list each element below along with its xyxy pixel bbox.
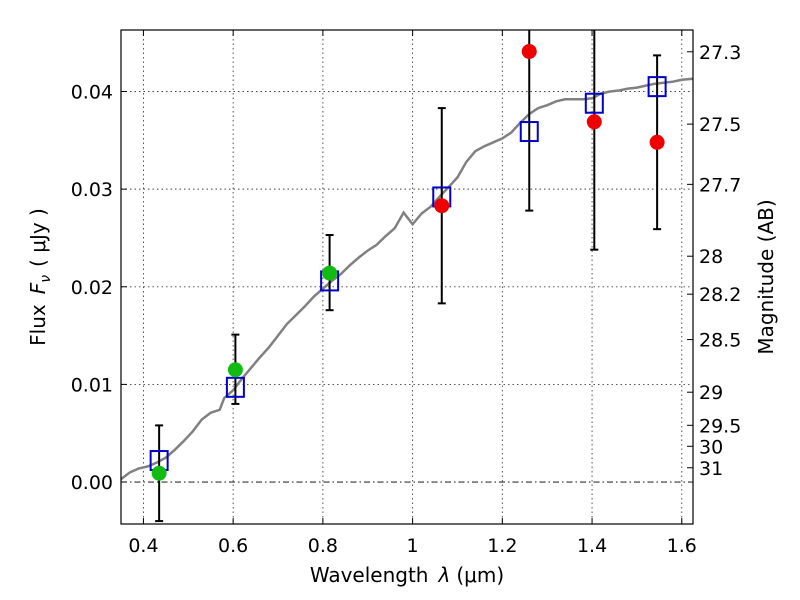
- grid-layer: [121, 30, 693, 524]
- detection-point: [434, 198, 450, 214]
- magnitude-tick-label: 27.7: [699, 174, 741, 196]
- detection-layer: [151, 43, 665, 481]
- model-photometry-layer: [149, 76, 667, 472]
- magnitude-tick-label: 29: [699, 382, 723, 404]
- magnitude-tick-label: 27.5: [699, 114, 741, 136]
- x-axis-title: Wavelength λ (μm): [310, 563, 504, 587]
- y-axis-title: FluxFν( μJy ): [26, 208, 54, 346]
- model-sed-line: [120, 77, 694, 481]
- magnitude-tick-label: 29.5: [699, 415, 741, 437]
- detection-point: [586, 114, 602, 130]
- model-photometry-square: [225, 376, 245, 398]
- magnitude-tick-label: 30: [699, 436, 723, 458]
- model-photometry-square: [584, 92, 604, 114]
- y-tick-label: 0.02: [71, 277, 113, 299]
- model-sed-layer: [120, 77, 694, 481]
- magnitude-tick-label: 28: [699, 246, 723, 268]
- x-tick-label: 0.6: [218, 535, 248, 557]
- x-tick-label: 1: [407, 535, 419, 557]
- magnitude-tick-label: 28.2: [699, 284, 741, 306]
- magnitude-tick-label: 27.3: [699, 42, 741, 64]
- x-tick-label: 1.4: [577, 535, 607, 557]
- plot-frame: [120, 29, 694, 525]
- x-tick-label: 1.2: [487, 535, 517, 557]
- model-photometry-square: [647, 76, 667, 98]
- detection-point: [521, 43, 537, 59]
- y-tick-label: 0.03: [71, 179, 113, 201]
- y-tick-label: 0.00: [71, 472, 113, 494]
- detection-point: [227, 362, 243, 378]
- magnitude-tick-label: 31: [699, 458, 723, 480]
- tick-label-layer: 0.4 0.6 0.8 1 1.2 1.4 1.6 0.00 0.01 0.02 0.03 0.04 2…: [71, 42, 742, 557]
- detection-point: [649, 134, 665, 150]
- right-axis-title: Magnitude (AB): [754, 199, 778, 354]
- x-tick-label: 0.4: [128, 535, 158, 557]
- x-tick-label: 1.6: [667, 535, 697, 557]
- detection-point: [151, 465, 167, 481]
- model-photometry-square: [519, 121, 539, 143]
- magnitude-tick-label: 28.5: [699, 330, 741, 352]
- detection-point: [322, 265, 338, 281]
- x-tick-label: 0.8: [308, 535, 338, 557]
- y-tick-label: 0.01: [71, 374, 113, 396]
- tick-layer: [121, 30, 693, 524]
- y-tick-label: 0.04: [71, 82, 113, 104]
